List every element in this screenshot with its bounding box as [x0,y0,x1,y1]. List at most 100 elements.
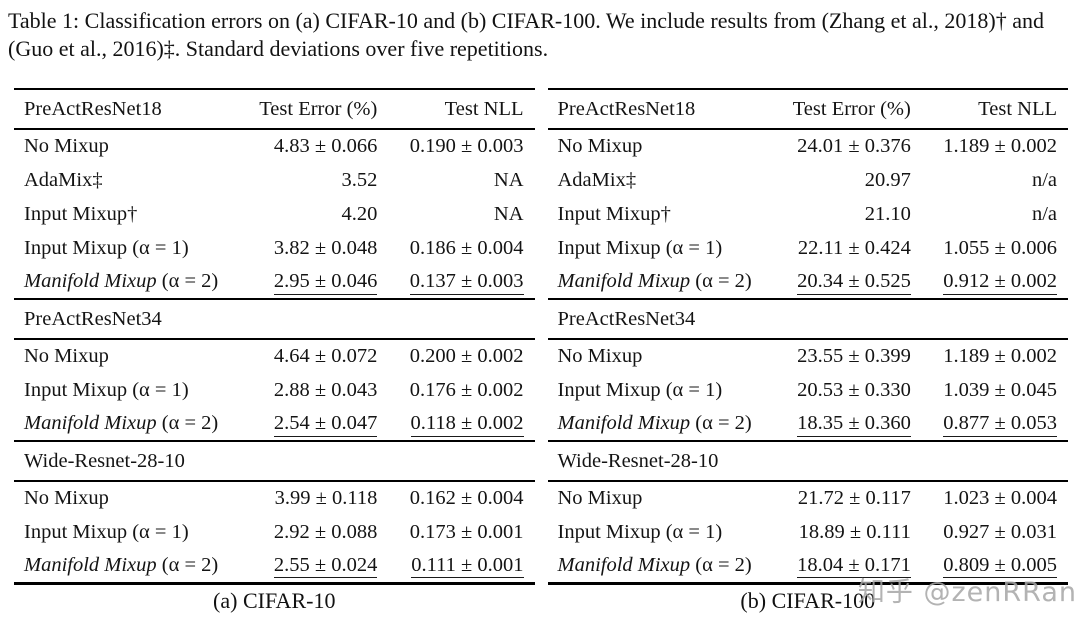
table-row: Input Mixup (α = 1) 2.88 ± 0.043 0.176 ±… [14,373,535,407]
method-cell: Input Mixup (α = 1) [24,520,189,543]
table-row: AdaMix‡ 3.52 NA [14,163,535,197]
section-header-cell: PreActResNet34 [557,307,696,330]
table-row: No Mixup 4.83 ± 0.066 0.190 ± 0.003 [14,129,535,163]
table-row: Input Mixup (α = 1) 2.92 ± 0.088 0.173 ±… [14,515,535,549]
test-error-cell: 20.34 ± 0.525 [761,265,912,299]
method-cell: AdaMix‡ [557,168,637,191]
cifar100-panel: PreActResNet18 Test Error (%) Test NLL N… [547,88,1069,614]
method-cell: Manifold Mixup (α = 2) [14,549,227,583]
table-row: No Mixup 4.64 ± 0.072 0.200 ± 0.002 [14,339,535,373]
method-cell: Input Mixup† [24,202,138,225]
test-nll-cell: 1.039 ± 0.045 [943,378,1057,401]
section-header-row: PreActResNet34 [14,299,535,339]
cifar10-panel: PreActResNet18 Test Error (%) Test NLL N… [14,88,535,614]
table-row: Manifold Mixup (α = 2) 2.55 ± 0.024 0.11… [14,549,535,583]
method-cell: No Mixup [557,487,643,509]
cifar10-table: PreActResNet18 Test Error (%) Test NLL N… [14,88,535,585]
test-nll-cell: 0.137 ± 0.003 [378,265,534,299]
table-row: Input Mixup† 21.10 n/a [548,197,1069,231]
test-error-cell: 4.64 ± 0.072 [273,345,378,367]
test-error-cell: 23.55 ± 0.399 [797,345,911,367]
column-header-test-error: Test Error (%) [792,97,911,120]
test-nll-cell: 0.190 ± 0.003 [409,135,524,157]
method-name-italic: Manifold Mixup [557,412,691,434]
column-header-test-nll: Test NLL [444,97,524,120]
underlined-value: 0.118 ± 0.002 [410,412,524,437]
column-header-test-error: Test Error (%) [259,97,378,120]
test-error-cell: 21.10 [864,202,911,225]
wide-resnet-rows: No Mixup 3.99 ± 0.118 0.162 ± 0.004 Inpu… [14,481,535,583]
section-header: Wide-Resnet-28-10 [547,441,1068,481]
test-nll-cell: 0.118 ± 0.002 [378,407,534,441]
test-error-cell: 3.99 ± 0.118 [274,487,378,509]
underlined-value: 0.111 ± 0.001 [411,553,524,579]
method-params: (α = 2) [156,412,219,434]
table-row: No Mixup 21.72 ± 0.117 1.023 ± 0.004 [548,481,1069,515]
test-error-cell: 24.01 ± 0.376 [797,135,911,157]
header-row: PreActResNet18 Test Error (%) Test NLL [14,89,535,129]
cifar100-table: PreActResNet18 Test Error (%) Test NLL N… [547,88,1069,585]
table-row: Manifold Mixup (α = 2) 2.54 ± 0.047 0.11… [14,407,535,441]
method-cell: Manifold Mixup (α = 2) [548,265,761,299]
test-nll-cell: n/a [1031,168,1057,191]
method-cell: Input Mixup (α = 1) [557,236,723,259]
test-nll-cell: NA [493,168,524,191]
preactresnet18-rows: No Mixup 24.01 ± 0.376 1.189 ± 0.002 Ada… [548,129,1069,299]
test-nll-cell: 1.055 ± 0.006 [943,236,1057,259]
test-error-cell: 18.89 ± 0.111 [798,520,911,543]
table-row: Input Mixup (α = 1) 22.11 ± 0.424 1.055 … [548,231,1069,265]
underlined-value: 18.35 ± 0.360 [797,412,911,437]
method-cell: No Mixup [557,345,643,367]
method-cell: No Mixup [24,135,109,157]
method-cell: Input Mixup (α = 1) [24,236,189,259]
subcaption-cifar100: (b) CIFAR-100 [740,587,876,613]
header-row: PreActResNet18 Test Error (%) Test NLL [547,89,1068,129]
method-name-italic: Manifold Mixup [557,553,691,576]
table-row: No Mixup 24.01 ± 0.376 1.189 ± 0.002 [548,129,1069,163]
table-row: Manifold Mixup (α = 2) 2.95 ± 0.046 0.13… [14,265,535,299]
table-row: Input Mixup (α = 1) 18.89 ± 0.111 0.927 … [548,515,1069,549]
section-header: Wide-Resnet-28-10 [14,441,535,481]
underlined-value: 0.877 ± 0.053 [943,412,1057,437]
test-nll-cell: 0.809 ± 0.005 [912,549,1068,583]
preactresnet34-rows: No Mixup 4.64 ± 0.072 0.200 ± 0.002 Inpu… [14,339,535,441]
section-header-row: Wide-Resnet-28-10 [547,441,1068,481]
test-error-cell: 3.82 ± 0.048 [273,236,378,259]
preactresnet34-rows: No Mixup 23.55 ± 0.399 1.189 ± 0.002 Inp… [548,339,1069,441]
method-cell: Manifold Mixup (α = 2) [14,407,227,441]
test-error-cell: 18.35 ± 0.360 [761,407,912,441]
table-row: Input Mixup (α = 1) 20.53 ± 0.330 1.039 … [548,373,1069,407]
test-nll-cell: 0.111 ± 0.001 [378,549,534,583]
method-cell: No Mixup [24,487,109,509]
test-error-cell: 20.97 [864,168,911,191]
subcaption-cifar10: (a) CIFAR-10 [213,587,336,613]
table-row: No Mixup 3.99 ± 0.118 0.162 ± 0.004 [14,481,535,515]
section-header-cell: Wide-Resnet-28-10 [557,449,719,472]
test-error-cell: 2.88 ± 0.043 [273,378,378,401]
test-error-cell: 20.53 ± 0.330 [797,378,911,401]
method-cell: Input Mixup (α = 1) [557,378,723,401]
column-header-test-nll: Test NLL [978,97,1057,120]
method-name-italic: Manifold Mixup [24,412,157,434]
method-name-italic: Manifold Mixup [24,270,157,292]
test-nll-cell: 0.877 ± 0.053 [912,407,1068,441]
method-cell: Manifold Mixup (α = 2) [548,549,761,583]
test-error-cell: 2.54 ± 0.047 [227,407,378,441]
test-error-cell: 21.72 ± 0.117 [797,487,911,509]
method-cell: No Mixup [24,345,109,367]
method-cell: Input Mixup (α = 1) [557,520,723,543]
underlined-value: 2.55 ± 0.024 [273,553,378,579]
test-nll-cell: 0.162 ± 0.004 [409,487,524,509]
method-name-italic: Manifold Mixup [24,553,157,576]
section-header: PreActResNet34 [547,299,1068,339]
test-nll-cell: 0.200 ± 0.002 [409,345,524,367]
column-header-model: PreActResNet18 [24,97,162,120]
test-error-cell: 3.52 [341,168,378,191]
test-error-cell: 4.20 [341,202,378,225]
method-name-italic: Manifold Mixup [557,270,691,292]
test-nll-cell: 0.176 ± 0.002 [409,378,524,401]
tables-container: PreActResNet18 Test Error (%) Test NLL N… [14,88,1068,614]
test-nll-cell: 0.186 ± 0.004 [409,236,524,259]
method-cell: No Mixup [557,135,643,157]
preactresnet18-rows: No Mixup 4.83 ± 0.066 0.190 ± 0.003 AdaM… [14,129,535,299]
